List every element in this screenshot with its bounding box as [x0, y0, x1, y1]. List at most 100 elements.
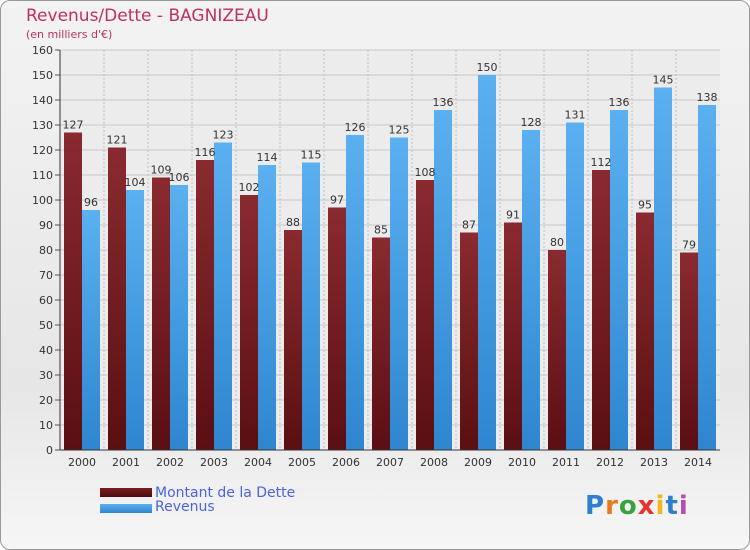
data-label-dette-2005: 88	[286, 216, 300, 229]
bar-dette-2010	[504, 222, 522, 450]
data-label-revenus-2007: 125	[389, 124, 410, 137]
logo-letter: x	[637, 491, 656, 521]
data-label-dette-2010: 91	[506, 209, 520, 222]
legend-label-dette: Montant de la Dette	[155, 485, 296, 501]
data-label-revenus-2003: 123	[213, 129, 234, 142]
x-tick-label: 2002	[156, 456, 184, 469]
data-label-dette-2000: 127	[63, 119, 84, 132]
data-label-revenus-2012: 136	[609, 96, 630, 109]
y-tick-label: 120	[32, 144, 53, 157]
bar-dette-2003	[196, 160, 214, 450]
chart-title: Revenus/Dette - BAGNIZEAU	[26, 6, 269, 26]
data-label-dette-2013: 95	[638, 199, 652, 212]
bar-revenus-2000	[82, 210, 100, 450]
bar-revenus-2007	[390, 137, 408, 450]
data-label-revenus-2002: 106	[169, 171, 190, 184]
bar-dette-2001	[108, 147, 126, 450]
x-tick-label: 2001	[112, 456, 140, 469]
y-tick-label: 90	[39, 219, 53, 232]
data-label-dette-2009: 87	[462, 219, 476, 232]
x-tick-label: 2004	[244, 456, 272, 469]
y-tick-label: 150	[32, 69, 53, 82]
bar-revenus-2005	[302, 162, 320, 450]
bar-dette-2002	[152, 177, 170, 450]
data-label-revenus-2013: 145	[653, 74, 674, 87]
legend-label-revenus: Revenus	[155, 499, 215, 515]
x-tick-label: 2014	[684, 456, 712, 469]
x-tick-label: 2010	[508, 456, 536, 469]
logo-letter: P	[585, 491, 606, 521]
y-tick-label: 40	[39, 344, 53, 357]
logo-letter: i	[655, 491, 666, 521]
y-tick-label: 100	[32, 194, 53, 207]
bar-dette-2014	[680, 252, 698, 450]
y-tick-label: 0	[46, 444, 53, 457]
y-tick-label: 70	[39, 269, 53, 282]
y-tick-label: 20	[39, 394, 53, 407]
bar-dette-2000	[64, 132, 82, 450]
bar-revenus-2012	[610, 110, 628, 450]
data-label-dette-2003: 116	[195, 146, 216, 159]
bar-revenus-2011	[566, 122, 584, 450]
x-tick-label: 2012	[596, 456, 624, 469]
y-tick-label: 50	[39, 319, 53, 332]
x-tick-label: 2006	[332, 456, 360, 469]
logo-letter: i	[678, 491, 689, 521]
bar-revenus-2002	[170, 185, 188, 450]
logo-letter: t	[665, 491, 679, 521]
bar-dette-2012	[592, 170, 610, 450]
data-label-dette-2007: 85	[374, 224, 388, 237]
y-tick-label: 140	[32, 94, 53, 107]
y-tick-label: 60	[39, 294, 53, 307]
proxiti-logo: Proxiti	[585, 491, 689, 521]
data-label-revenus-2008: 136	[433, 96, 454, 109]
bar-dette-2006	[328, 207, 346, 450]
legend-swatch-dette	[100, 488, 152, 497]
data-label-dette-2001: 121	[107, 134, 128, 147]
data-label-dette-2012: 112	[591, 156, 612, 169]
y-tick-label: 160	[32, 44, 53, 57]
data-label-dette-2014: 79	[682, 239, 696, 252]
y-tick-label: 130	[32, 119, 53, 132]
logo-letter: o	[618, 491, 638, 521]
x-tick-label: 2005	[288, 456, 316, 469]
data-label-revenus-2004: 114	[257, 151, 278, 164]
x-tick-label: 2003	[200, 456, 228, 469]
bar-dette-2013	[636, 212, 654, 450]
x-tick-label: 2008	[420, 456, 448, 469]
logo-letter: r	[605, 491, 619, 521]
x-tick-label: 2000	[68, 456, 96, 469]
bar-revenus-2010	[522, 130, 540, 450]
y-tick-label: 10	[39, 419, 53, 432]
data-label-revenus-2000: 96	[84, 196, 98, 209]
x-tick-label: 2009	[464, 456, 492, 469]
bar-revenus-2008	[434, 110, 452, 450]
bar-revenus-2003	[214, 142, 232, 450]
bar-revenus-2004	[258, 165, 276, 450]
legend-swatch-revenus	[100, 504, 152, 513]
bar-revenus-2009	[478, 75, 496, 450]
x-tick-label: 2013	[640, 456, 668, 469]
bar-revenus-2014	[698, 105, 716, 450]
data-label-dette-2008: 108	[415, 166, 436, 179]
data-label-revenus-2009: 150	[477, 61, 498, 74]
chart-subtitle: (en milliers d'€)	[26, 28, 113, 41]
y-tick-label: 80	[39, 244, 53, 257]
data-label-dette-2006: 97	[330, 194, 344, 207]
bar-dette-2007	[372, 237, 390, 450]
bar-revenus-2013	[654, 87, 672, 450]
bar-revenus-2006	[346, 135, 364, 450]
data-label-revenus-2005: 115	[301, 149, 322, 162]
bar-dette-2005	[284, 230, 302, 450]
bar-dette-2004	[240, 195, 258, 450]
bar-dette-2008	[416, 180, 434, 450]
data-label-revenus-2010: 128	[521, 116, 542, 129]
data-label-dette-2004: 102	[239, 181, 260, 194]
bar-dette-2009	[460, 232, 478, 450]
data-label-revenus-2011: 131	[565, 109, 586, 122]
x-tick-label: 2007	[376, 456, 404, 469]
y-tick-label: 30	[39, 369, 53, 382]
bar-dette-2011	[548, 250, 566, 450]
data-label-revenus-2014: 138	[697, 91, 718, 104]
